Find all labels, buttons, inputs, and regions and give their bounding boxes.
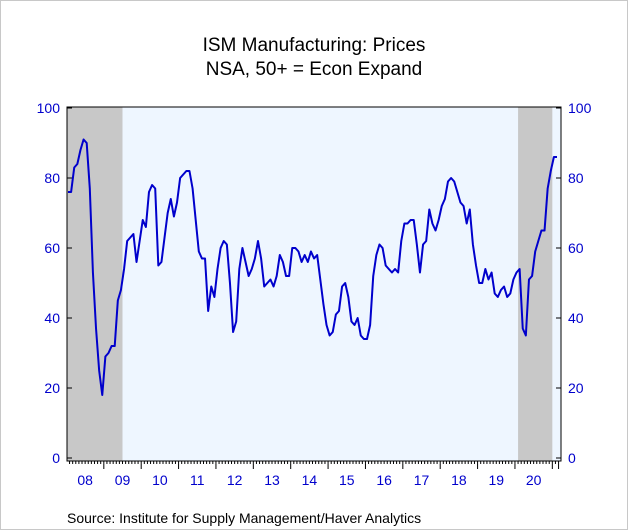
y-tick-label-left: 100 <box>37 100 61 116</box>
y-tick-label-right: 60 <box>568 240 584 256</box>
x-tick-label: 20 <box>526 472 542 488</box>
recession-band-1 <box>67 107 123 461</box>
y-tick-label-right: 80 <box>568 170 584 186</box>
x-tick-label: 13 <box>264 472 280 488</box>
x-tick-label: 16 <box>376 472 392 488</box>
y-tick-label-right: 100 <box>568 100 592 116</box>
x-tick-label: 11 <box>190 472 205 488</box>
x-tick-label: 15 <box>339 472 355 488</box>
x-tick-label: 12 <box>227 472 243 488</box>
x-tick-label: 19 <box>488 472 504 488</box>
x-tick-label: 17 <box>414 472 430 488</box>
y-tick-label-left: 40 <box>44 310 60 326</box>
series-line <box>68 138 557 396</box>
y-tick-label-left: 60 <box>44 240 60 256</box>
y-tick-label-right: 20 <box>568 380 584 396</box>
x-tick-label: 09 <box>115 472 131 488</box>
chart-title: ISM Manufacturing: Prices <box>202 35 426 56</box>
x-tick-label: 14 <box>302 472 318 488</box>
plot-border <box>66 106 562 462</box>
y-tick-label-right: 0 <box>568 450 576 466</box>
chart-subtitle: NSA, 50+ = Econ Expand <box>205 59 423 80</box>
y-tick-label-left: 80 <box>44 170 60 186</box>
source-note: Source: Institute for Supply Management/… <box>67 510 422 526</box>
x-tick-label: 10 <box>152 472 168 488</box>
x-tick-label: 18 <box>451 472 467 488</box>
plot-area <box>67 107 561 461</box>
y-tick-label-left: 20 <box>44 380 60 396</box>
y-tick-label-left: 0 <box>52 450 60 466</box>
recession-band-2 <box>518 107 553 461</box>
y-tick-label-right: 40 <box>568 310 584 326</box>
x-tick-label: 08 <box>77 472 93 488</box>
